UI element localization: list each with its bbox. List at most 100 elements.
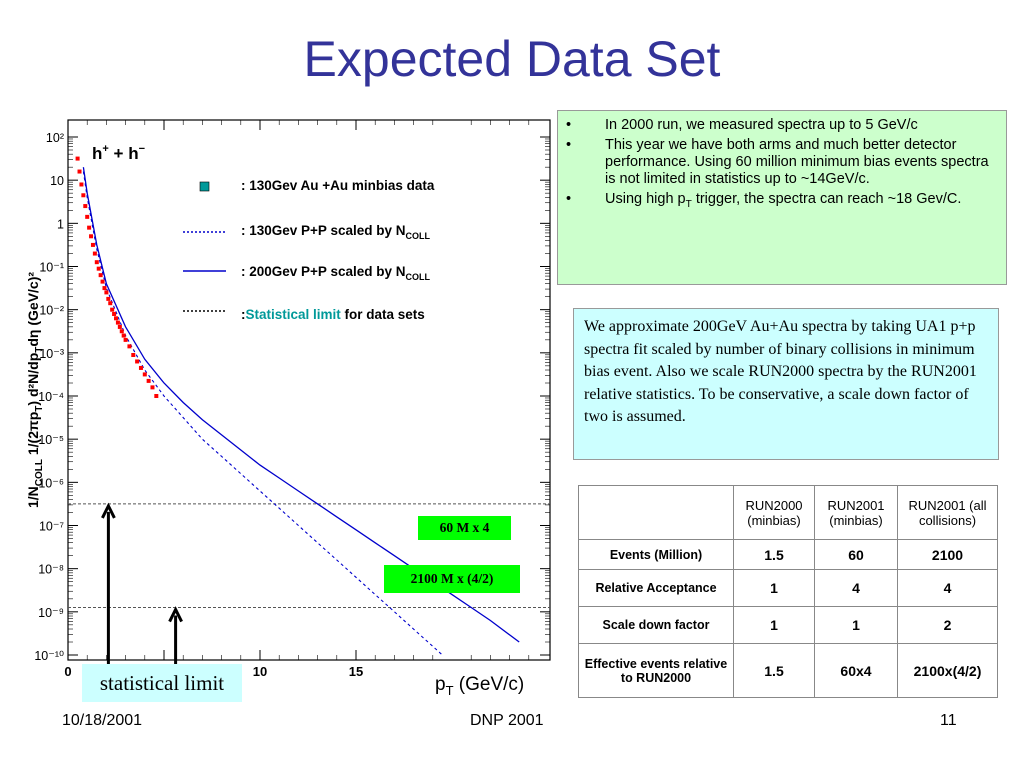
row-label: Effective events relative to RUN2000 (578, 643, 734, 698)
y-tick-label: 10⁻⁴ (38, 390, 64, 404)
footer-center: DNP 2001 (470, 712, 544, 729)
data-marker (154, 394, 159, 398)
table-cell: 4 (897, 569, 998, 607)
data-marker (104, 290, 109, 295)
table-row: Relative Acceptance 1 4 4 (578, 569, 998, 607)
x-tick-label: 0 (64, 664, 71, 679)
slide-title: Expected Data Set (303, 31, 721, 87)
data-marker (79, 182, 84, 187)
data-marker (96, 266, 101, 271)
table-cell: 1 (814, 606, 898, 644)
statistical-limit-label: statistical limit (82, 664, 242, 702)
table-cell: 1.5 (733, 643, 815, 698)
data-marker (117, 324, 122, 329)
data-marker (75, 156, 80, 161)
table-row: Scale down factor 1 1 2 (578, 606, 998, 644)
table-cell: 1 (733, 606, 815, 644)
data-marker (110, 307, 115, 312)
row-label: Events (Million) (578, 539, 734, 570)
plot-frame (67, 119, 551, 661)
table-cell: 1.5 (733, 539, 815, 570)
legend-label-200pp: : 200Gev P+P scaled by NCOLL (241, 264, 430, 282)
y-tick-label: 10⁻³ (39, 347, 64, 361)
legend-marker-data (199, 181, 210, 192)
table-header-row: RUN2000 (minbias) RUN2001 (minbias) RUN2… (578, 485, 998, 540)
data-markers (75, 156, 159, 398)
data-marker (89, 234, 94, 239)
table-row: Events (Million) 1.5 60 2100 (578, 539, 998, 570)
data-marker (94, 260, 99, 265)
data-marker (123, 337, 128, 342)
data-marker (146, 378, 151, 383)
data-marker (142, 372, 147, 377)
data-marker (119, 329, 124, 334)
limit-box-2100m: 2100 M x (4/2) (384, 565, 520, 593)
y-tick-label: 10⁻⁹ (38, 606, 64, 620)
y-axis-label: 1/NCOLL 1/(2πpT) d²N/dpTdη (GeV/c)² (25, 272, 45, 508)
y-tick-label: 10⁻¹⁰ (34, 649, 64, 663)
footer-page-number: 11 (940, 712, 957, 729)
series-line-130gev (82, 171, 443, 656)
data-marker (87, 225, 92, 230)
limit-arrow-head (101, 502, 116, 519)
row-label: Scale down factor (578, 606, 734, 644)
table-header-cell: RUN2000 (minbias) (733, 485, 815, 540)
y-tick-label: 10 (50, 174, 64, 188)
footer-date: 10/18/2001 (62, 712, 143, 729)
run-comparison-table: RUN2000 (minbias) RUN2001 (minbias) RUN2… (578, 485, 998, 698)
y-tick-label: 1 (57, 217, 64, 231)
y-tick-label: 10² (46, 131, 64, 145)
data-marker (108, 301, 113, 306)
data-marker (98, 273, 103, 278)
data-marker (115, 320, 120, 325)
y-tick-label: 10⁻⁸ (38, 563, 64, 577)
axis-ticks: 10² 10 1 10⁻¹ 10⁻² 10⁻³ 10⁻⁴ 10⁻⁵ 10⁻⁶ 10⁻⁷ 10⁻⁸ 10… (34, 120, 550, 679)
y-tick-label: 10⁻⁷ (39, 520, 65, 534)
data-marker (100, 279, 105, 284)
description-box: We approximate 200GeV Au+Au spectra by t… (573, 308, 999, 460)
limit-arrow-head (168, 606, 183, 623)
data-marker (127, 344, 132, 349)
y-tick-label: 10⁻⁶ (38, 476, 64, 490)
row-label: Relative Acceptance (578, 569, 734, 607)
data-marker (135, 359, 140, 364)
y-tick-label: 10⁻¹ (39, 261, 64, 275)
table-cell: 2100 (897, 539, 998, 570)
x-axis-label: pT (GeV/c) (435, 674, 524, 698)
limit-lines (68, 503, 550, 609)
x-tick-label: 15 (349, 664, 363, 679)
data-marker (81, 193, 86, 198)
data-marker (112, 311, 117, 316)
bullet-2: This year we have both arms and much bet… (558, 137, 998, 188)
table-cell: 1 (733, 569, 815, 607)
table-cell: 2 (897, 606, 998, 644)
bullet-1: In 2000 run, we measured spectra up to 5… (558, 117, 998, 134)
data-marker (92, 251, 97, 256)
bullet-box: In 2000 run, we measured spectra up to 5… (557, 110, 1007, 285)
data-marker (106, 296, 111, 301)
data-marker (138, 365, 143, 370)
data-marker (150, 385, 155, 390)
table-cell: 60 (814, 539, 898, 570)
table-cell: 60x4 (814, 643, 898, 698)
limit-arrows (101, 502, 183, 664)
data-marker (90, 242, 95, 247)
table-cell: 2100x(4/2) (897, 643, 998, 698)
legend-label-data: : 130Gev Au +Au minbias data (241, 178, 435, 193)
legend-label-130pp: : 130Gev P+P scaled by NCOLL (241, 223, 430, 241)
table-header-cell: RUN2001 (all collisions) (897, 485, 998, 540)
data-marker (102, 286, 107, 291)
data-marker (85, 214, 90, 219)
table-header-cell (578, 485, 734, 540)
data-marker (77, 169, 82, 174)
plot-title: h+ + h− (92, 143, 145, 163)
legend-label-statlimit: :Statistical limit for data sets (241, 307, 425, 322)
data-marker (131, 352, 136, 357)
y-tick-label: 10⁻² (39, 304, 64, 318)
table-cell: 4 (814, 569, 898, 607)
data-marker (83, 204, 88, 209)
data-marker (121, 333, 126, 338)
table-row: Effective events relative to RUN2000 1.5… (578, 643, 998, 698)
table-header-cell: RUN2001 (minbias) (814, 485, 898, 540)
